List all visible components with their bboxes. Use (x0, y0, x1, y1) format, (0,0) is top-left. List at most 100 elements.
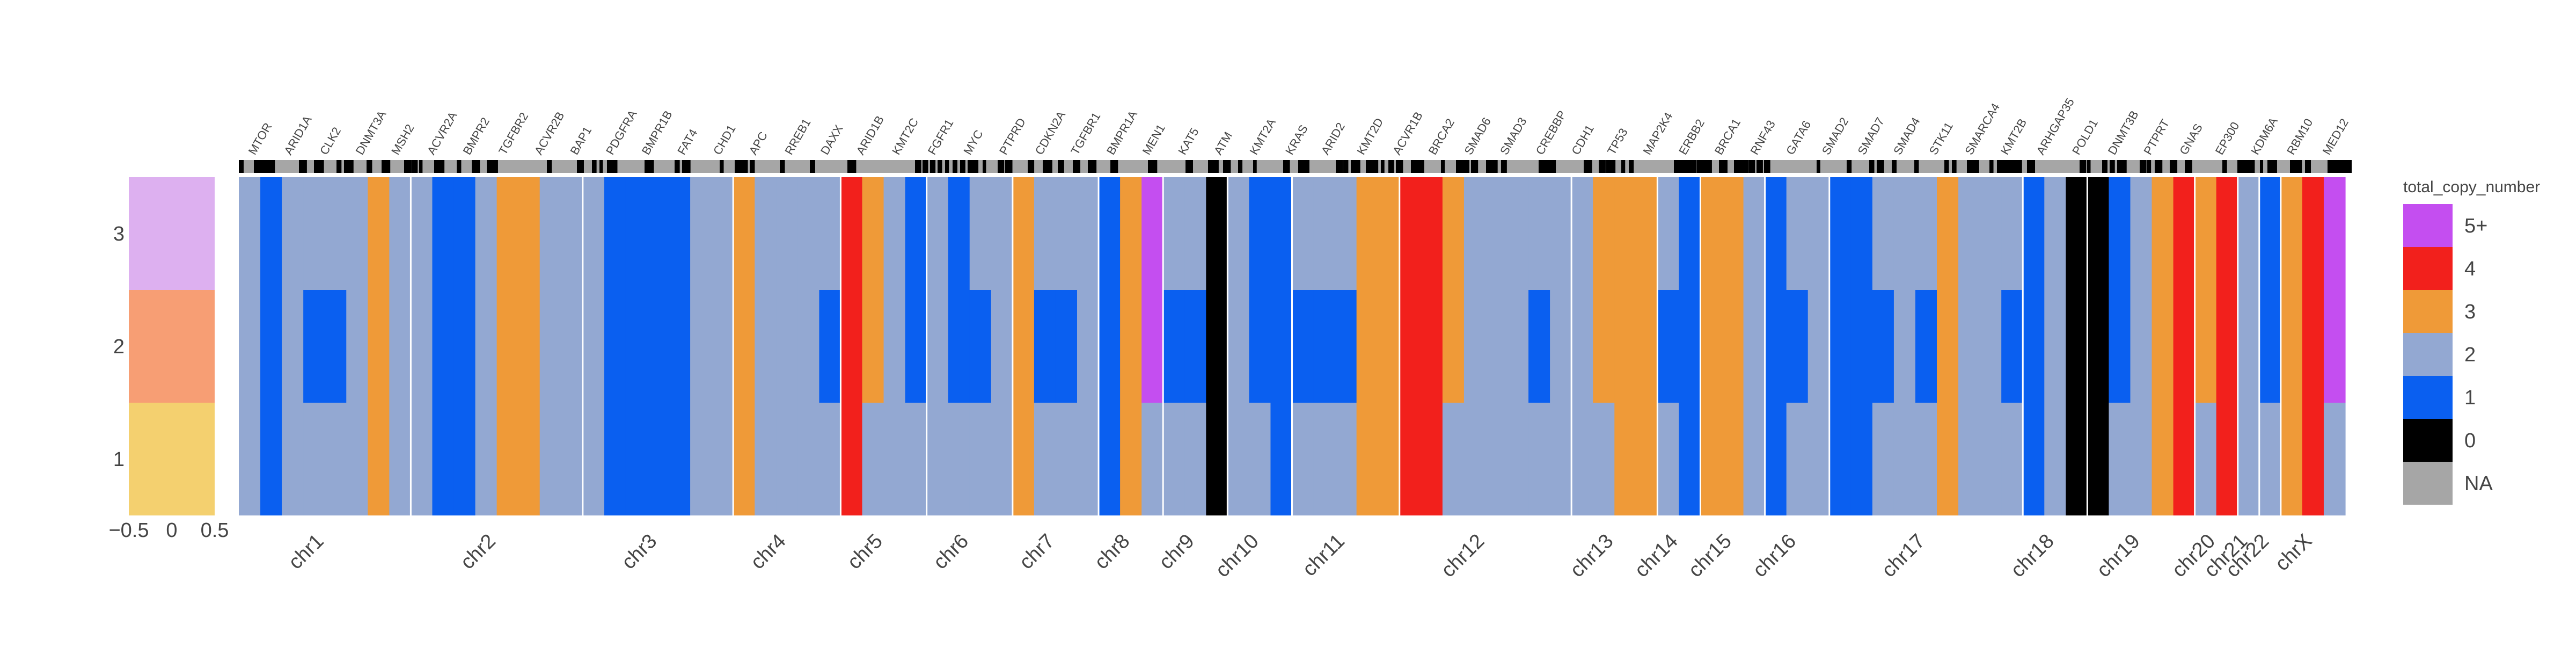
gene-track-mark (1674, 160, 1684, 173)
heatmap-cell (2066, 177, 2088, 290)
heatmap-cell (862, 290, 884, 403)
heatmap-cell (1937, 403, 1959, 515)
gene-track-mark (1892, 160, 1897, 173)
heatmap-cell (2216, 403, 2238, 515)
heatmap-cell (1227, 177, 1249, 290)
heatmap-cell (1356, 177, 1379, 290)
heatmap-cell (2237, 177, 2260, 290)
gene-label: BRCA1 (1712, 116, 1743, 157)
gene-label: PTPRT (2141, 117, 2172, 157)
heatmap-cell (582, 177, 605, 290)
heatmap-cell (260, 403, 282, 515)
heatmap-cell (647, 177, 669, 290)
gene-track-mark (1148, 160, 1158, 173)
sample-annotation-cell-3 (129, 177, 215, 290)
heatmap-cell (1743, 403, 1766, 515)
gene-label: ATM (1211, 129, 1235, 157)
heatmap-cell (325, 177, 347, 290)
heatmap-cell (239, 403, 261, 515)
gene-label: SMAD7 (1855, 115, 1887, 157)
heatmap-cell (969, 290, 992, 403)
heatmap-cell (840, 403, 863, 515)
heatmap-cell (1399, 403, 1422, 515)
legend-label: NA (2464, 472, 2493, 495)
heatmap-cell (1679, 177, 1701, 290)
gene-label: ACVR2B (532, 110, 567, 157)
heatmap-cell (2280, 290, 2303, 403)
heatmap-cell (1850, 290, 1873, 403)
heatmap-cell (1722, 290, 1744, 403)
heatmap-cell (1807, 177, 1830, 290)
heatmap-cell (1765, 177, 1787, 290)
heatmap-cell (862, 403, 884, 515)
chromosome-label: chr3 (617, 530, 661, 574)
chromosome-label: chr5 (843, 530, 887, 574)
heatmap-cell (325, 290, 347, 403)
legend-label: 4 (2464, 258, 2476, 280)
chromosome-label: chrX (2271, 530, 2316, 576)
gene-label: RNF43 (1747, 118, 1777, 157)
gene-label: TGFBR1 (1068, 110, 1103, 157)
legend-swatch (2403, 419, 2453, 462)
heatmap-cell (432, 290, 455, 403)
sample-label: 3 (113, 223, 125, 245)
heatmap-cell (1571, 177, 1593, 290)
gene-track-mark (1817, 160, 1820, 173)
gene-track-mark (2237, 160, 2246, 173)
gene-track-mark (998, 160, 1005, 173)
heatmap-cell (1227, 403, 1249, 515)
heatmap-cell (669, 177, 691, 290)
chromosome-label: chr8 (1091, 530, 1135, 574)
heatmap-cell (1786, 290, 1809, 403)
heatmap-cell (647, 403, 669, 515)
gene-track-mark (1689, 160, 1696, 173)
heatmap-cell (948, 290, 970, 403)
heatmap-cell (1463, 177, 1486, 290)
heatmap-cell (1120, 403, 1142, 515)
gene-track-mark (1208, 160, 1219, 173)
gene-track-mark (953, 160, 957, 173)
heatmap-cell (1270, 177, 1293, 290)
gene-track-mark (1974, 160, 1979, 173)
heatmap-cell (346, 290, 368, 403)
gene-track-mark (2245, 160, 2255, 173)
heatmap-cell (432, 403, 455, 515)
gene-label: PDGFRA (603, 107, 640, 157)
gene-label: DNMT3A (353, 108, 389, 157)
gene-track-mark (1110, 160, 1118, 173)
heatmap-cell (690, 403, 712, 515)
heatmap-cell (518, 177, 540, 290)
heatmap-cell (1335, 290, 1357, 403)
gene-label: CREBBP (1533, 108, 1569, 157)
heatmap-cell (2109, 403, 2131, 515)
gene-track-mark (1599, 160, 1606, 173)
heatmap-cell (1722, 177, 1744, 290)
heatmap-cell (733, 290, 755, 403)
heatmap-cell (2302, 403, 2324, 515)
gene-track-mark (1336, 160, 1343, 173)
heatmap-cell (1012, 403, 1035, 515)
gene-track-mark (1539, 160, 1547, 173)
gene-track-mark (1366, 160, 1374, 173)
heatmap-cell (625, 177, 648, 290)
heatmap-cell (411, 290, 433, 403)
heatmap-cell (1893, 403, 1916, 515)
gene-track-mark (810, 160, 815, 173)
gene-track-mark (1501, 160, 1507, 173)
legend-label: 5+ (2464, 215, 2487, 237)
heatmap-cell (1249, 403, 1271, 515)
heatmap-cell (1463, 290, 1486, 403)
gene-track-mark (960, 160, 965, 173)
heatmap-cell (1550, 177, 1572, 290)
heatmap-cell (1399, 177, 1422, 290)
heatmap-cell (1206, 403, 1228, 515)
gene-track-mark (847, 160, 857, 173)
heatmap-cell (1657, 177, 1680, 290)
gene-label: CDH1 (1569, 122, 1597, 157)
heatmap-cell (1055, 290, 1078, 403)
chromosome-axis: chr1 chr2 chr3 chr4 chr5 chr6 chr7 chr8 chr9 chr1… (284, 530, 2317, 582)
chromosome-label: chr9 (1155, 530, 1199, 574)
heatmap-cell (2001, 177, 2023, 290)
gene-label: MED12 (2320, 116, 2351, 157)
gene-track-mark (419, 160, 423, 173)
